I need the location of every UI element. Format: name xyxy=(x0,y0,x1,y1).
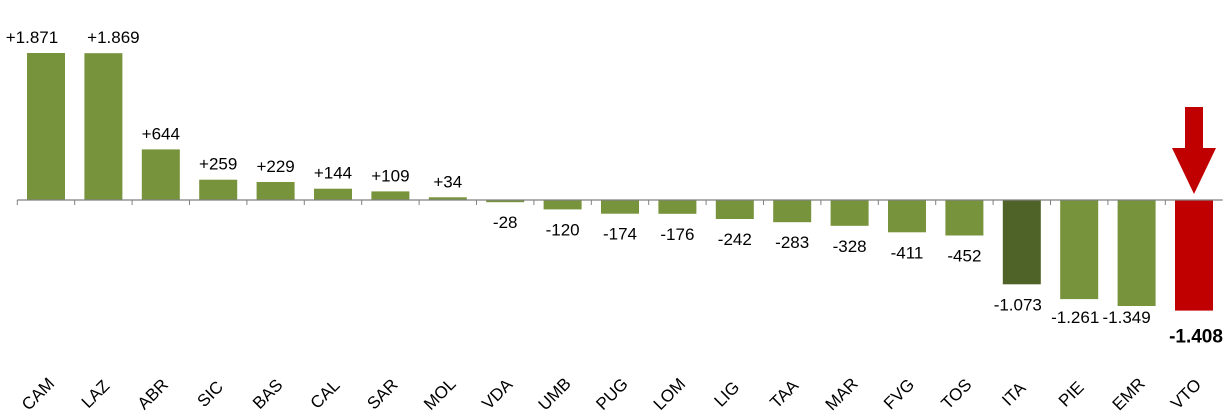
down-arrow-shape xyxy=(1172,107,1216,194)
data-label-vda: -28 xyxy=(493,213,518,232)
data-label-pie: -1.261 xyxy=(1051,308,1099,327)
tick-label-umb: UMB xyxy=(535,374,575,414)
data-labels-group: +1.871 +1.869 +644 +259 +229 +144 +109 +34 -28 -1… xyxy=(6,28,1223,348)
bar-pie xyxy=(1060,200,1099,300)
data-label-taa: -283 xyxy=(775,233,809,252)
data-label-sar: +109 xyxy=(371,166,409,185)
tick-label-fvg: FVG xyxy=(880,375,918,413)
data-label-umb: -120 xyxy=(546,220,580,239)
bar-sar xyxy=(371,191,410,200)
data-label-abr: +644 xyxy=(142,124,180,143)
down-arrow-icon xyxy=(1172,107,1216,194)
bar-laz xyxy=(84,53,123,201)
bar-sic xyxy=(199,179,238,200)
tick-labels-group: CAM LAZ ABR SIC BAS CAL SAR MOL VDA UMB PUG LOM LIG T… xyxy=(18,374,1205,414)
data-label-lig: -242 xyxy=(718,230,752,249)
tick-label-taa: TAA xyxy=(766,376,802,412)
bar-pug xyxy=(601,200,639,214)
bar-vda xyxy=(486,200,525,203)
tick-label-vda: VDA xyxy=(478,375,517,414)
bar-abr xyxy=(141,149,180,200)
bar-emr xyxy=(1117,200,1156,306)
bar-bas xyxy=(256,182,295,200)
tick-label-sar: SAR xyxy=(363,375,401,413)
bar-lig xyxy=(715,200,754,219)
tick-label-cal: CAL xyxy=(307,376,344,413)
tick-label-tos: TOS xyxy=(938,375,976,413)
data-label-emr: -1.349 xyxy=(1102,308,1150,327)
tick-label-emr: EMR xyxy=(1109,374,1149,414)
bars-group xyxy=(27,53,1213,311)
tick-label-mar: MAR xyxy=(822,374,862,414)
tick-label-sic: SIC xyxy=(194,377,227,410)
bar-cal xyxy=(314,188,352,200)
tick-label-lig: LIG xyxy=(711,378,744,411)
data-label-lom: -176 xyxy=(660,225,694,244)
tick-label-cam: CAM xyxy=(18,374,58,414)
bar-vto xyxy=(1175,200,1213,311)
data-label-sic: +259 xyxy=(199,155,237,174)
tick-label-laz: LAZ xyxy=(78,376,113,411)
bar-ita xyxy=(1002,200,1041,285)
bar-umb xyxy=(543,200,582,210)
data-label-tos: -452 xyxy=(947,247,981,266)
tick-label-bas: BAS xyxy=(249,375,286,412)
data-label-pug: -174 xyxy=(603,225,637,244)
x-axis xyxy=(16,199,1223,205)
tick-label-lom: LOM xyxy=(650,374,689,413)
data-label-cal: +144 xyxy=(314,164,352,183)
tick-label-ita: ITA xyxy=(998,378,1030,410)
data-label-cam: +1.871 xyxy=(6,28,58,47)
data-label-mar: -328 xyxy=(833,237,867,256)
bar-tos xyxy=(945,200,984,236)
bar-cam xyxy=(27,53,65,200)
data-label-laz: +1.869 xyxy=(87,28,139,47)
tick-label-vto: VTO xyxy=(1167,375,1205,413)
data-label-vto: -1.408 xyxy=(1169,327,1223,348)
tick-label-abr: ABR xyxy=(134,375,172,413)
bar-fvg xyxy=(888,200,926,233)
data-label-mol: +34 xyxy=(433,172,462,191)
tick-label-pie: PIE xyxy=(1055,378,1088,411)
bar-taa xyxy=(773,200,812,223)
data-label-ita: -1.073 xyxy=(994,295,1042,314)
bar-mar xyxy=(830,200,869,226)
bar-mol xyxy=(428,197,467,200)
data-label-fvg: -411 xyxy=(891,243,924,262)
tick-label-pug: PUG xyxy=(592,374,631,413)
bar-lom xyxy=(658,200,697,214)
data-label-bas: +229 xyxy=(256,157,294,176)
tick-label-mol: MOL xyxy=(420,374,459,413)
